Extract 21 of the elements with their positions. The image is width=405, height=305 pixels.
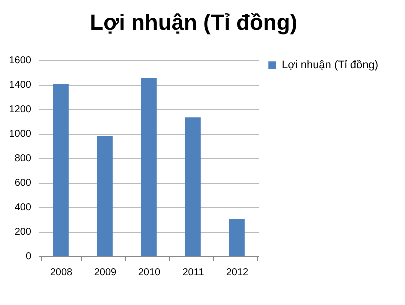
y-tick-label: 1600 [9,56,32,66]
chart-title: Lợi nhuận (Tỉ đồng) [90,10,298,35]
y-tick-label: 800 [14,154,32,164]
bar [141,78,157,256]
x-tick-label: 2012 [226,268,250,278]
y-tick-label: 400 [14,202,32,214]
x-tick-label: 2008 [50,268,74,278]
legend-label: Lợi nhuận (Tỉ đồng) [282,60,378,72]
y-tick-label: 1200 [9,104,32,116]
bar [53,84,69,256]
y-tick-label: 1400 [9,80,32,91]
x-tick-label: 2010 [138,268,162,278]
bar [97,136,113,256]
y-tick-label: 600 [14,178,32,189]
y-tick-label: 0 [26,252,32,262]
x-tick-label: 2009 [94,268,118,278]
y-tick-label: 1000 [9,129,32,140]
bar [229,219,245,256]
y-tick-label: 200 [14,227,32,238]
bar [185,118,201,256]
x-tick-label: 2011 [182,268,205,278]
